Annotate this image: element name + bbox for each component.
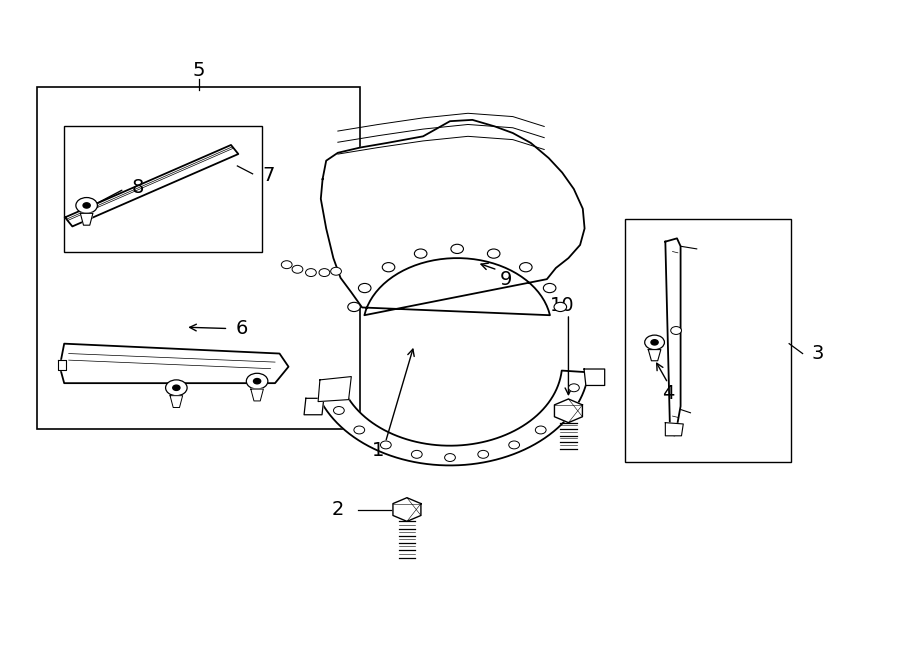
- Circle shape: [536, 426, 546, 434]
- Circle shape: [83, 203, 90, 208]
- Text: 10: 10: [550, 296, 574, 315]
- Circle shape: [330, 267, 341, 275]
- Text: 7: 7: [263, 167, 274, 185]
- Circle shape: [347, 302, 360, 311]
- Circle shape: [670, 327, 681, 334]
- Circle shape: [411, 450, 422, 458]
- Circle shape: [76, 198, 97, 214]
- Circle shape: [382, 262, 395, 272]
- Text: 3: 3: [812, 344, 824, 363]
- Text: 9: 9: [500, 270, 512, 289]
- Circle shape: [305, 268, 316, 276]
- Circle shape: [381, 441, 392, 449]
- Circle shape: [555, 407, 566, 414]
- Polygon shape: [59, 344, 289, 383]
- Polygon shape: [584, 369, 605, 385]
- Circle shape: [358, 284, 371, 293]
- Text: 5: 5: [193, 61, 205, 80]
- Circle shape: [173, 385, 180, 391]
- Polygon shape: [304, 399, 324, 414]
- Bar: [64, 126, 262, 252]
- Bar: [625, 219, 791, 462]
- Circle shape: [319, 268, 329, 276]
- Circle shape: [334, 407, 345, 414]
- Circle shape: [569, 384, 580, 392]
- Circle shape: [554, 302, 567, 311]
- Polygon shape: [393, 498, 421, 522]
- Circle shape: [644, 335, 664, 350]
- Circle shape: [247, 373, 268, 389]
- Circle shape: [292, 265, 303, 273]
- Text: 4: 4: [662, 383, 674, 403]
- Text: 2: 2: [332, 500, 344, 519]
- Polygon shape: [251, 389, 264, 401]
- Circle shape: [254, 379, 261, 384]
- Polygon shape: [170, 396, 183, 408]
- Text: 8: 8: [131, 178, 144, 196]
- Polygon shape: [665, 422, 683, 436]
- Polygon shape: [665, 239, 680, 436]
- Circle shape: [414, 249, 427, 258]
- Circle shape: [445, 453, 455, 461]
- Circle shape: [508, 441, 519, 449]
- Circle shape: [488, 249, 500, 258]
- Polygon shape: [320, 371, 589, 465]
- Polygon shape: [80, 214, 93, 225]
- Circle shape: [519, 262, 532, 272]
- Polygon shape: [648, 350, 661, 361]
- Text: 6: 6: [236, 319, 248, 338]
- Circle shape: [166, 380, 187, 396]
- Polygon shape: [320, 120, 585, 315]
- Circle shape: [544, 284, 556, 293]
- Circle shape: [354, 426, 364, 434]
- Text: 1: 1: [372, 441, 384, 460]
- Polygon shape: [58, 360, 66, 370]
- Bar: [37, 87, 360, 429]
- Circle shape: [282, 260, 292, 268]
- Circle shape: [478, 450, 489, 458]
- Circle shape: [451, 245, 464, 253]
- Circle shape: [651, 340, 658, 345]
- Polygon shape: [65, 145, 238, 227]
- Polygon shape: [318, 377, 351, 402]
- Polygon shape: [554, 399, 582, 422]
